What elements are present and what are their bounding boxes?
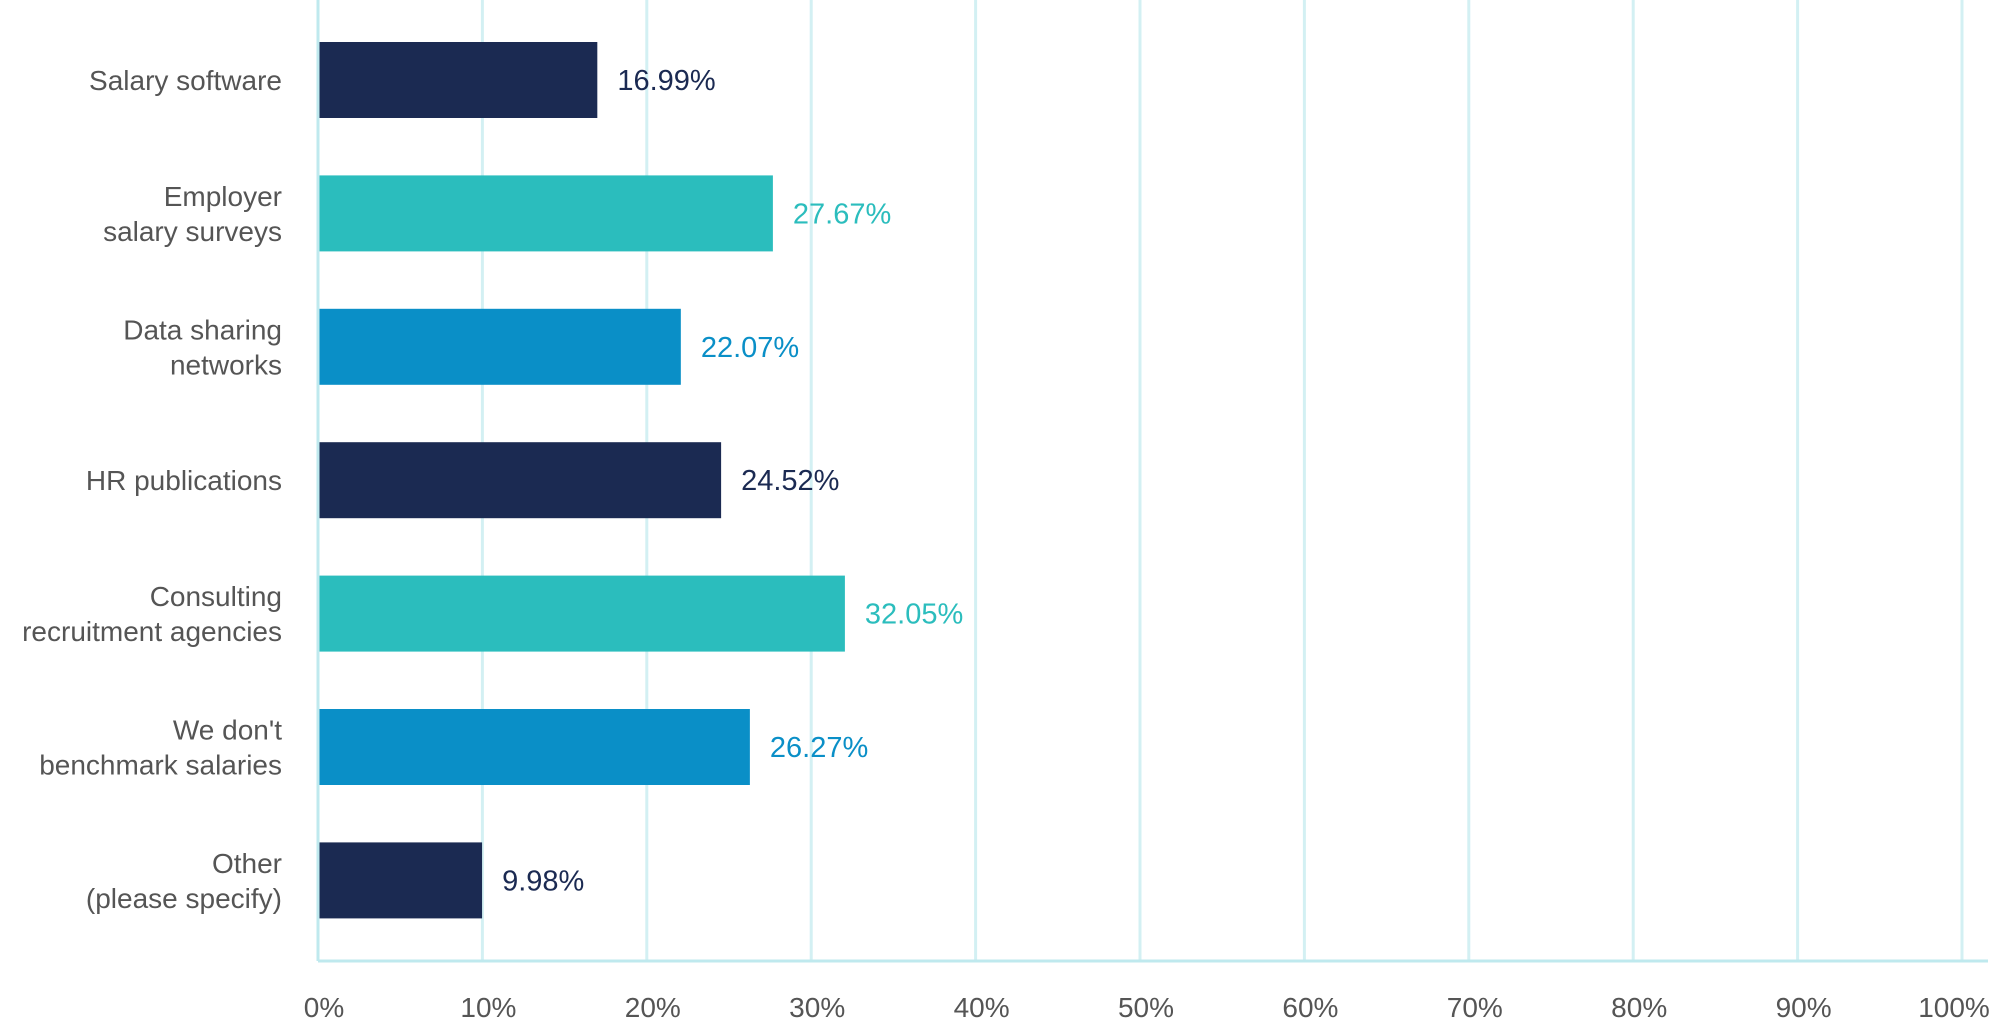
value-label: 22.07% [701, 332, 799, 364]
value-label: 24.52% [741, 465, 839, 497]
x-tick-label: 70% [1447, 992, 1503, 1020]
bar [318, 842, 483, 919]
bars [318, 42, 845, 919]
x-tick-label: 40% [954, 992, 1010, 1020]
value-label: 9.98% [502, 865, 584, 897]
x-tick-label: 10% [460, 992, 516, 1020]
category-labels: Salary software Employer salary surveys Dat… [22, 65, 282, 914]
x-tick-label: 30% [789, 992, 845, 1020]
grid-lines [480, 0, 1964, 961]
category-label-line: recruitment agencies [22, 616, 282, 647]
bar [318, 709, 750, 785]
category-label-line: Data sharing [123, 314, 282, 345]
category-label: Other (please specify) [86, 848, 282, 914]
bar [318, 175, 773, 252]
value-label: 16.99% [617, 65, 715, 97]
x-tick-label: 50% [1118, 992, 1174, 1020]
category-label-line: Salary software [89, 65, 282, 96]
value-labels: 16.99% 27.67% 22.07% 24.52% 32.05% 26.27% 9.98… [502, 65, 963, 897]
category-label: Consulting recruitment agencies [22, 581, 282, 647]
category-label-line: HR publications [86, 465, 282, 496]
x-tick-label: 60% [1282, 992, 1338, 1020]
category-label: Employer salary surveys [103, 181, 282, 247]
x-tick-label: 100% [1918, 992, 1990, 1020]
category-label: HR publications [86, 465, 282, 496]
x-tick-label: 90% [1776, 992, 1832, 1020]
category-label: We don't benchmark salaries [39, 715, 282, 781]
category-label-line: Consulting [150, 581, 282, 612]
value-label: 26.27% [770, 732, 868, 764]
x-tick-label: 0% [304, 992, 344, 1020]
bar [318, 42, 598, 118]
category-label: Data sharing networks [123, 314, 282, 380]
category-label-line: networks [170, 349, 282, 380]
x-axis-ticks: 0% 10% 20% 30% 40% 50% 60% 70% 80% 90% 100% [304, 992, 1990, 1020]
category-label-line: Employer [164, 181, 282, 212]
category-label-line: Other [212, 848, 282, 879]
category-label: Salary software [89, 65, 282, 96]
bar [318, 442, 722, 519]
bar [318, 575, 845, 652]
value-label: 32.05% [865, 599, 963, 631]
x-tick-label: 20% [625, 992, 681, 1020]
bar [318, 308, 681, 385]
category-label-line: (please specify) [86, 883, 282, 914]
value-label: 27.67% [793, 198, 891, 230]
category-label-line: We don't [173, 715, 282, 746]
x-tick-label: 80% [1611, 992, 1667, 1020]
category-label-line: salary surveys [103, 216, 282, 247]
category-label-line: benchmark salaries [39, 750, 282, 781]
